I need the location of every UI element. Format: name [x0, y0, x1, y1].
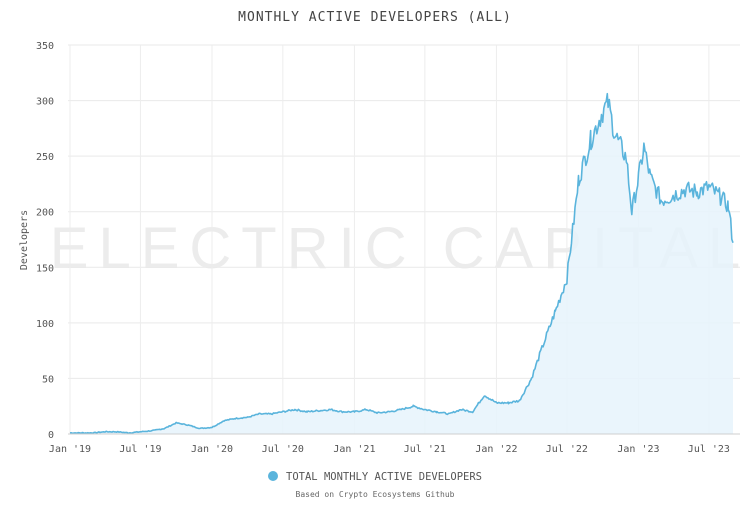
legend-dot-icon — [268, 471, 279, 481]
y-axis-label: Developers — [19, 210, 30, 270]
x-tick-label: Jan '23 — [617, 444, 659, 455]
x-tick-label: Jan '21 — [333, 444, 375, 455]
chart-title: MONTHLY ACTIVE DEVELOPERS (ALL) — [238, 10, 512, 25]
x-tick-label: Jan '19 — [49, 444, 91, 455]
x-tick-label: Jan '20 — [191, 444, 233, 455]
x-axis-ticks: Jan '19 Jul '19 Jan '20 Jul '20 Jan '21 Jul '… — [49, 444, 730, 455]
x-tick-label: Jul '20 — [262, 444, 304, 455]
x-tick-label: Jul '21 — [404, 444, 446, 455]
y-tick-label: 250 — [36, 152, 54, 163]
area-fill — [70, 93, 733, 434]
x-tick-label: Jul '23 — [688, 444, 730, 455]
area-layer — [68, 92, 740, 435]
legend[interactable]: TOTAL MONTHLY ACTIVE DEVELOPERS — [0, 471, 750, 483]
y-tick-label: 0 — [48, 430, 54, 441]
y-tick-label: 350 — [36, 41, 54, 52]
y-tick-label: 50 — [42, 374, 54, 385]
y-tick-label: 150 — [36, 263, 54, 274]
x-tick-label: Jan '22 — [475, 444, 517, 455]
y-axis-ticks: 0 50 100 150 200 250 300 350 — [36, 41, 54, 441]
x-tick-label: Jul '22 — [546, 444, 588, 455]
y-tick-label: 100 — [36, 319, 54, 330]
source-note: Based on Crypto Ecosystems Github — [295, 490, 455, 499]
series-line — [69, 92, 734, 435]
legend-label: TOTAL MONTHLY ACTIVE DEVELOPERS — [286, 471, 482, 483]
x-tick-label: Jul '19 — [119, 444, 161, 455]
y-tick-label: 200 — [36, 208, 54, 219]
y-tick-label: 300 — [36, 97, 54, 108]
